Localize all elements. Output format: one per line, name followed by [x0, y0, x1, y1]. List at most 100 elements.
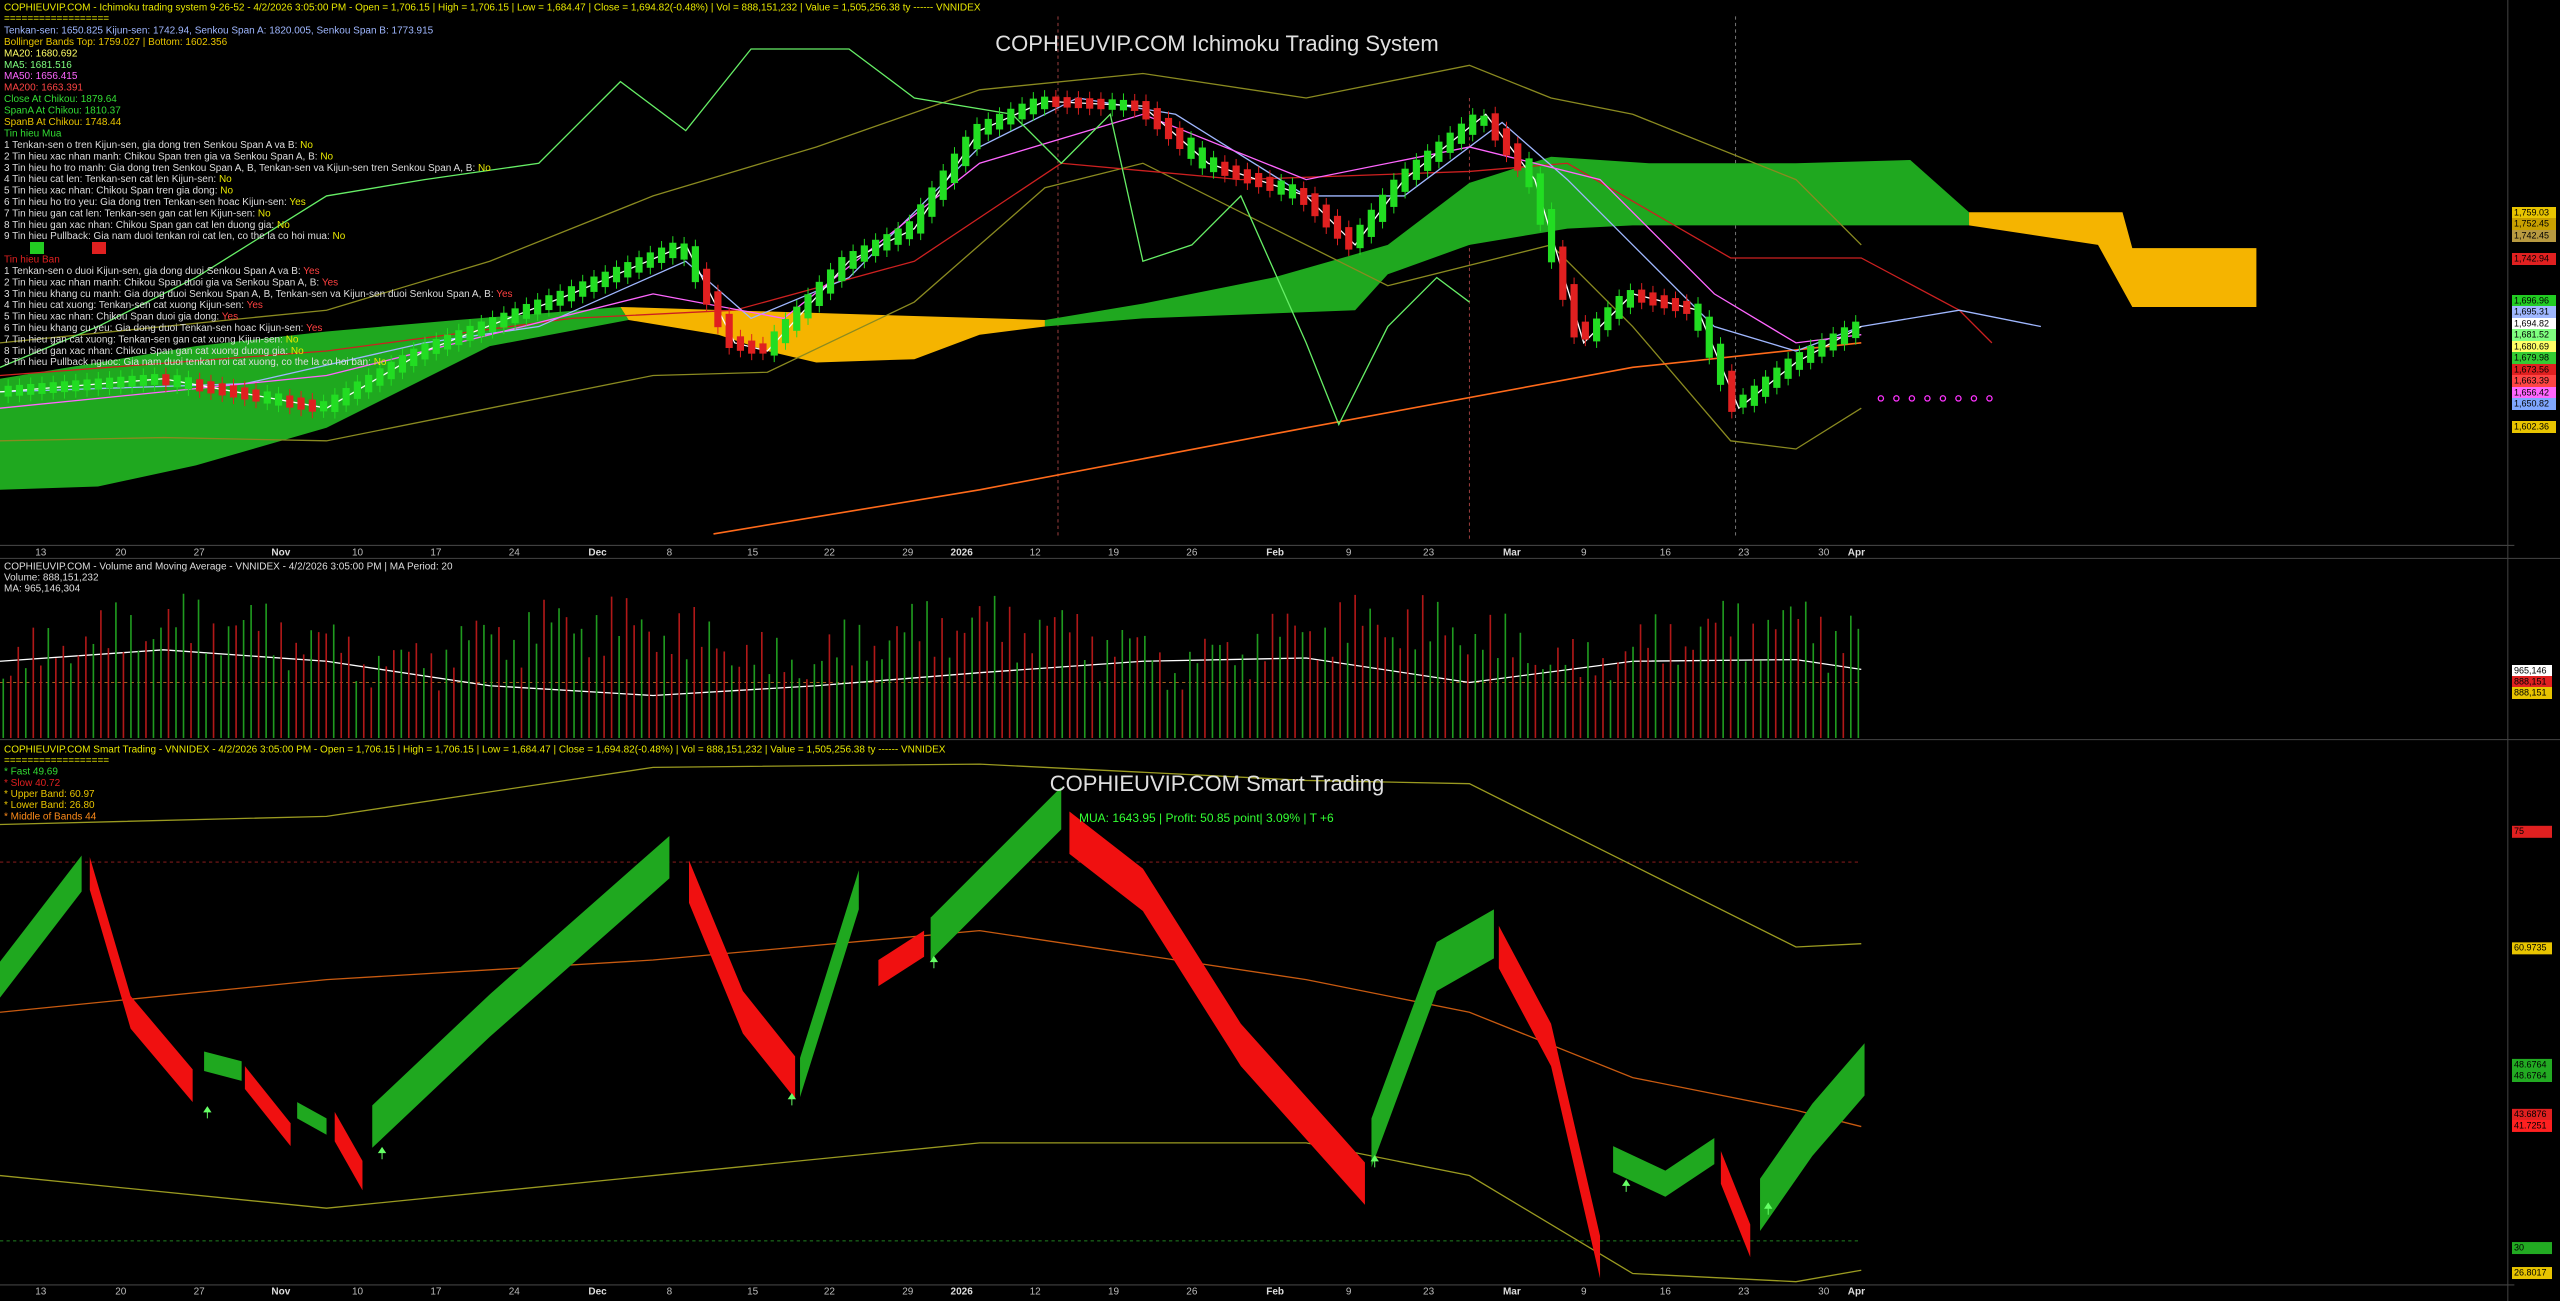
dot — [1877, 395, 1885, 402]
candle — [1412, 159, 1420, 180]
candle — [714, 291, 722, 328]
price-label: 26.8017 — [2514, 1267, 2547, 1277]
candle — [1221, 161, 1229, 176]
signal-answer: Yes — [222, 311, 238, 322]
upper-band — [0, 763, 1862, 948]
price-label-bg — [2512, 398, 2556, 410]
price-label-bg — [2512, 1108, 2552, 1121]
kijun — [0, 162, 1993, 377]
candle — [1626, 290, 1635, 308]
ma50 — [0, 113, 1862, 409]
date-label: 17 — [430, 548, 442, 559]
candle — [1367, 209, 1375, 237]
signal-text: MUA: 1643.95 | Profit: 50.85 point| 3.09… — [1079, 811, 1334, 825]
signal-text: 4 Tin hieu cat len: Tenkan-sen cat len K… — [4, 174, 219, 185]
signal-line: 1 Tenkan-sen o duoi Kijun-sen, gia dong … — [4, 266, 320, 277]
candle — [567, 286, 576, 302]
info-line: * Lower Band: 26.80 — [4, 800, 95, 811]
signal-line: 5 Tin hieu xac nhan: Chikou Span duoi gi… — [4, 311, 238, 322]
candle — [928, 187, 936, 217]
ribbon — [1613, 1137, 1715, 1197]
ribbon — [878, 930, 925, 987]
candle — [1018, 103, 1026, 120]
candle — [1390, 179, 1398, 207]
candle — [804, 294, 812, 319]
forecast-dots — [1877, 395, 1993, 402]
candle — [1649, 292, 1657, 306]
candle — [1029, 98, 1037, 115]
candle — [759, 343, 767, 354]
candle — [1694, 303, 1702, 331]
info-line: Bollinger Bands Top: 1759.027 | Bottom: … — [4, 37, 228, 48]
buy-arrow — [377, 1146, 387, 1160]
chart-title: COPHIEUVIP.COM Ichimoku Trading System — [995, 31, 1438, 56]
date-label: 26 — [1186, 548, 1198, 559]
info-line: MA5: 1681.516 — [4, 60, 72, 71]
price-label-bg — [2512, 341, 2556, 353]
price-label-bg — [2512, 676, 2552, 688]
candle — [1773, 367, 1781, 388]
price-label-bg — [2512, 942, 2552, 955]
candle — [1795, 352, 1803, 370]
candle — [207, 381, 215, 394]
candle — [1209, 157, 1218, 173]
candle — [1446, 132, 1454, 153]
volume-text: Volume: 888,151,232 — [4, 573, 99, 584]
price-label-bg — [2512, 329, 2556, 341]
info-line: * Slow 40.72 — [4, 778, 61, 789]
signal-answer: No — [286, 334, 299, 345]
candle — [105, 377, 114, 389]
price-label: 1,656.42 — [2514, 387, 2549, 397]
candle — [1097, 98, 1105, 110]
signal-line: 3 Tin hieu khang cu manh: Gia dong duoi … — [4, 288, 513, 299]
candle — [1176, 127, 1184, 150]
candle — [252, 389, 260, 402]
price-label: 30 — [2514, 1242, 2524, 1252]
candle — [849, 251, 857, 269]
candle — [1108, 99, 1116, 110]
date-label: 16 — [1660, 1287, 1672, 1298]
candle — [1345, 227, 1353, 250]
date-label: 13 — [35, 548, 47, 559]
chikou — [0, 48, 1470, 427]
candle — [669, 242, 677, 259]
candle — [1750, 385, 1758, 406]
signal-text: 1 Tenkan-sen o tren Kijun-sen, gia dong … — [4, 140, 300, 151]
candle — [1131, 100, 1139, 111]
signal-text: 3 Tin hieu ho tro manh: Gia dong tren Se… — [4, 162, 478, 173]
candle — [331, 394, 339, 413]
candle — [353, 381, 361, 399]
signal-answer: No — [300, 140, 313, 151]
candle — [443, 334, 452, 350]
header: COPHIEUVIP.COM Smart Trading - VNNIDEX -… — [4, 745, 946, 756]
candle — [1435, 141, 1443, 162]
candle — [15, 384, 24, 396]
signal-text: 2 Tin hieu xac nhan manh: Chikou Span tr… — [4, 151, 320, 162]
candle — [1333, 215, 1342, 239]
date-label: 23 — [1738, 1287, 1750, 1298]
candle — [410, 348, 418, 367]
candle — [398, 355, 407, 373]
ribbon — [372, 835, 670, 1148]
candle — [297, 397, 305, 410]
candle — [1469, 114, 1477, 135]
candle — [1593, 318, 1601, 342]
date-label: 20 — [115, 1287, 127, 1298]
price-label-bg — [2512, 1242, 2552, 1255]
dot — [1893, 395, 1900, 402]
cloud-orange — [1969, 212, 2257, 307]
signal-answer: No — [291, 345, 304, 356]
signal-text: 1 Tenkan-sen o duoi Kijun-sen, gia dong … — [4, 266, 303, 277]
candle — [646, 252, 654, 268]
signal-answer: Yes — [289, 197, 305, 208]
candle — [1378, 194, 1387, 222]
candle — [274, 393, 283, 406]
date-label: 17 — [430, 1287, 442, 1298]
date-label: 30 — [1818, 548, 1830, 559]
cloud-green — [0, 306, 629, 490]
candle — [1255, 173, 1263, 188]
candle — [1052, 96, 1060, 107]
date-label: 27 — [194, 548, 206, 559]
ribbon — [204, 1051, 242, 1081]
